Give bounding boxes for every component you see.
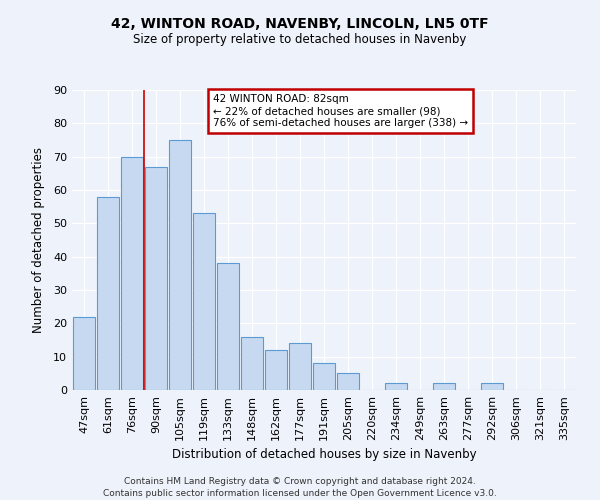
Bar — [217, 264, 239, 390]
Bar — [241, 336, 263, 390]
Text: Contains public sector information licensed under the Open Government Licence v3: Contains public sector information licen… — [103, 489, 497, 498]
Bar — [145, 166, 167, 390]
Bar — [193, 214, 215, 390]
Text: 42 WINTON ROAD: 82sqm
← 22% of detached houses are smaller (98)
76% of semi-deta: 42 WINTON ROAD: 82sqm ← 22% of detached … — [213, 94, 468, 128]
Text: 42, WINTON ROAD, NAVENBY, LINCOLN, LN5 0TF: 42, WINTON ROAD, NAVENBY, LINCOLN, LN5 0… — [111, 18, 489, 32]
Bar — [121, 156, 143, 390]
Bar — [169, 140, 191, 390]
Bar — [265, 350, 287, 390]
Text: Size of property relative to detached houses in Navenby: Size of property relative to detached ho… — [133, 32, 467, 46]
Bar — [385, 384, 407, 390]
Y-axis label: Number of detached properties: Number of detached properties — [32, 147, 44, 333]
Bar — [433, 384, 455, 390]
Bar — [481, 384, 503, 390]
Bar — [313, 364, 335, 390]
Bar — [97, 196, 119, 390]
Bar — [73, 316, 95, 390]
X-axis label: Distribution of detached houses by size in Navenby: Distribution of detached houses by size … — [172, 448, 476, 462]
Bar — [289, 344, 311, 390]
Text: Contains HM Land Registry data © Crown copyright and database right 2024.: Contains HM Land Registry data © Crown c… — [124, 478, 476, 486]
Bar — [337, 374, 359, 390]
